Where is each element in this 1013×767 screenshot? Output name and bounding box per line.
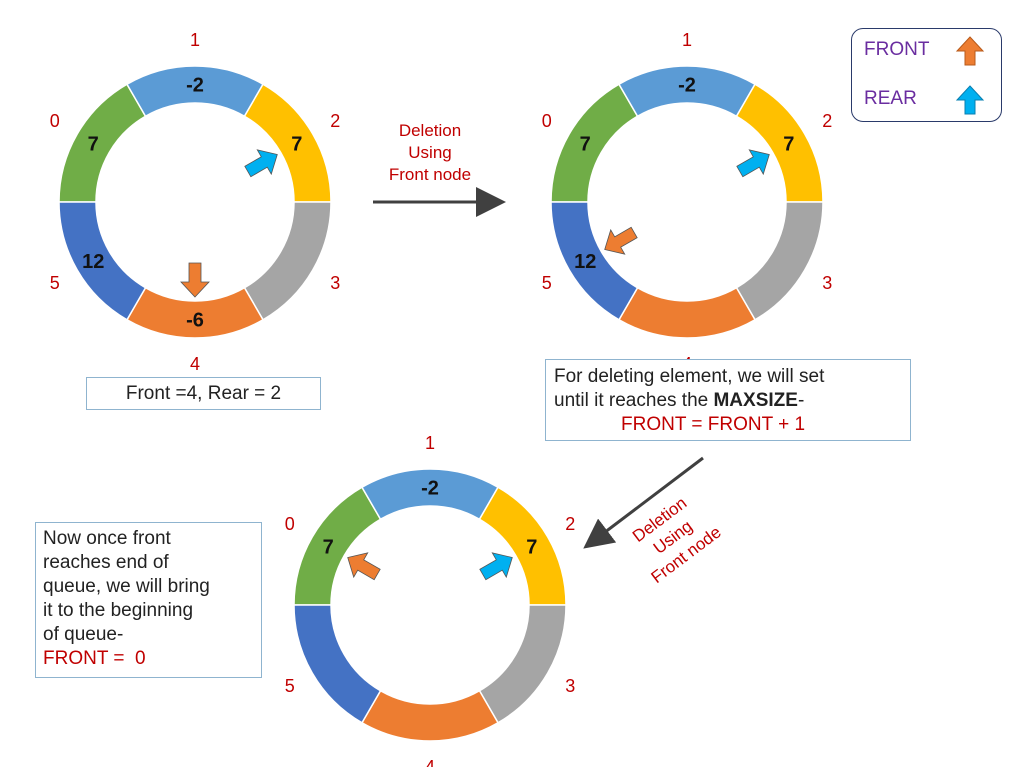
slot-value-0: 7	[323, 536, 334, 558]
deleting-note-line2: until it reaches the MAXSIZE-	[554, 389, 804, 413]
wrap-note-formula: FRONT = 0	[43, 648, 146, 669]
queue-slot-0	[58, 83, 147, 203]
queue-slot-5	[58, 201, 147, 321]
slot-index-label-5: 5	[542, 273, 552, 293]
slot-value-1: -2	[421, 478, 439, 500]
rear-pointer-arrow-icon	[736, 149, 770, 178]
slot-index-label-4: 4	[190, 354, 200, 374]
queue-slot-3	[243, 201, 332, 321]
slot-value-0: 7	[580, 133, 591, 155]
transition-1-line1: Deletion	[399, 121, 461, 140]
transition-1-line2: Using	[408, 143, 451, 162]
slot-index-label-5: 5	[285, 676, 295, 696]
queue-slot-2	[243, 83, 332, 203]
legend-rear-label: REAR	[864, 88, 917, 109]
queue-slot-4	[617, 286, 757, 339]
slot-value-2: 7	[526, 536, 537, 558]
rear-pointer-arrow-icon	[244, 149, 278, 178]
slot-index-label-1: 1	[682, 30, 692, 50]
legend-rear-arrow-icon	[955, 85, 985, 115]
slot-index-label-4: 4	[425, 757, 435, 767]
slot-value-5: 12	[82, 251, 104, 273]
queue-slot-0	[293, 486, 382, 606]
slot-value-2: 7	[291, 133, 302, 155]
deleting-note: For deleting element, we will set until …	[545, 359, 911, 441]
deleting-note-maxsize: MAXSIZE	[713, 390, 798, 411]
slot-index-label-3: 3	[565, 676, 575, 696]
slot-value-4: -6	[186, 310, 204, 332]
queue-slot-5	[550, 201, 639, 321]
deleting-note-formula: FRONT = FRONT + 1	[621, 414, 806, 435]
transition-1-line3: Front node	[389, 165, 471, 184]
slot-index-label-3: 3	[822, 273, 832, 293]
state-note: Front =4, Rear = 2	[86, 377, 321, 410]
deleting-note-line2-suffix: -	[797, 390, 805, 411]
slot-index-label-1: 1	[425, 433, 435, 453]
front-pointer-arrow-icon	[347, 552, 381, 581]
slot-index-label-0: 0	[285, 514, 295, 534]
front-pointer-arrow-icon	[180, 262, 210, 298]
queue-slot-2	[735, 83, 824, 203]
transition-2-label: Deletion Using Front node	[629, 493, 725, 587]
slot-value-2: 7	[783, 133, 794, 155]
wrap-note: Now once front reaches end of queue, we …	[35, 522, 262, 678]
slot-value-1: -2	[186, 75, 204, 97]
queue-slot-5	[293, 604, 382, 724]
slot-index-label-2: 2	[565, 514, 575, 534]
wrap-note-line1: Now once front	[43, 528, 171, 549]
slot-index-label-1: 1	[190, 30, 200, 50]
legend-front-arrow-icon	[955, 36, 985, 66]
circular-queue-1: 0 7 1 -2 2 7 3 4 -6 5 12	[50, 30, 341, 374]
deleting-note-line1: For deleting element, we will set	[554, 366, 825, 387]
wrap-note-line4: it to the beginning	[43, 600, 194, 621]
slot-index-label-5: 5	[50, 273, 60, 293]
wrap-note-line3: queue, we will bring	[43, 576, 210, 597]
transition-arrow-2	[583, 456, 704, 549]
slot-index-label-2: 2	[822, 111, 832, 131]
wrap-note-line5: of queue-	[43, 624, 124, 645]
queue-slot-4	[360, 689, 500, 742]
circular-queue-3: 0 7 1 -2 2 7 3 4 5	[285, 433, 576, 767]
slot-value-0: 7	[88, 133, 99, 155]
front-pointer-arrow-icon	[604, 226, 638, 255]
queue-slot-2	[478, 486, 567, 606]
rear-pointer-arrow-icon	[479, 552, 513, 581]
circular-queue-2: 071-22734512	[542, 30, 833, 374]
slot-value-1: -2	[678, 75, 696, 97]
deleting-note-line2-prefix: until it reaches the	[554, 390, 714, 411]
queue-slot-3	[735, 201, 824, 321]
queue-slot-3	[478, 604, 567, 724]
queue-slot-0	[550, 83, 639, 203]
legend-box: FRONT REAR	[851, 28, 1002, 122]
slot-index-label-0: 0	[542, 111, 552, 131]
wrap-note-line2: reaches end of	[43, 552, 169, 573]
slot-index-label-0: 0	[50, 111, 60, 131]
slot-index-label-3: 3	[330, 273, 340, 293]
state-note-text: Front =4, Rear = 2	[125, 383, 282, 404]
slot-value-5: 12	[574, 251, 596, 273]
legend-front-label: FRONT	[864, 39, 930, 60]
slot-index-label-2: 2	[330, 111, 340, 131]
